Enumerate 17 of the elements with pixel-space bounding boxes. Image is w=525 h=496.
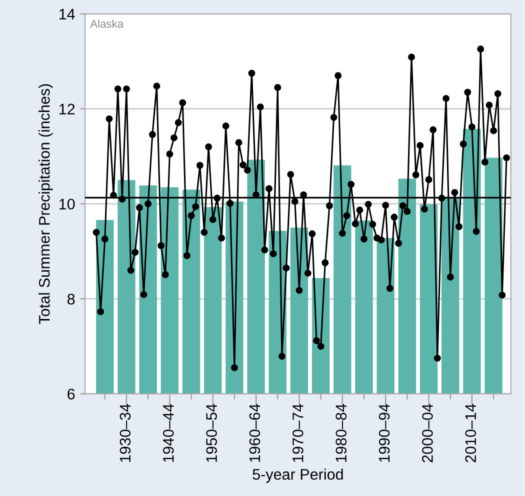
y-tick-label: 8 (67, 294, 75, 305)
x-tick-label: 1980–84 (336, 404, 347, 462)
x-tick-label: 1950–54 (206, 404, 217, 462)
x-tick-label: 1970–74 (292, 404, 304, 462)
y-tick-label: 14 (60, 8, 75, 20)
y-tick-label: 6 (68, 388, 75, 400)
y-tick-label: 12 (60, 104, 75, 114)
x-tick-label: 1940–44 (162, 404, 174, 462)
x-tick-label: 2000–04 (422, 404, 433, 462)
x-tick-label: 1930–34 (120, 404, 131, 462)
x-tick-label: 2010–14 (465, 404, 476, 462)
annotation: Alaska (90, 20, 124, 28)
x-tick-label: 1990–94 (378, 404, 390, 462)
y-tick-label: 10 (60, 198, 75, 210)
x-tick-label: 1960–64 (249, 404, 260, 462)
y-axis-title: Total Summer Precipitation (inches) (38, 84, 53, 324)
x-axis-title: 5-year Period (252, 468, 343, 483)
